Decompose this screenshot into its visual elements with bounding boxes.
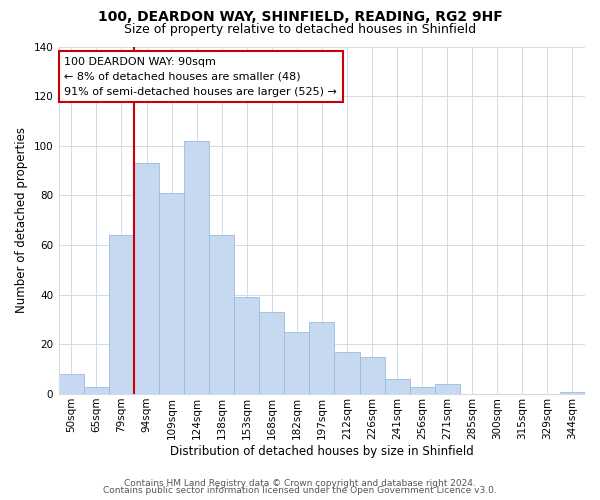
Bar (284, 332, 310, 394)
Bar (159, 193, 184, 394)
Y-axis label: Number of detached properties: Number of detached properties (15, 128, 28, 314)
Bar (310, 322, 334, 394)
Text: Size of property relative to detached houses in Shinfield: Size of property relative to detached ho… (124, 22, 476, 36)
Bar (109, 235, 134, 394)
Bar (59, 374, 84, 394)
Bar (134, 163, 159, 394)
Bar (560, 392, 585, 394)
Text: 100, DEARDON WAY, SHINFIELD, READING, RG2 9HF: 100, DEARDON WAY, SHINFIELD, READING, RG… (98, 10, 502, 24)
Text: Contains HM Land Registry data © Crown copyright and database right 2024.: Contains HM Land Registry data © Crown c… (124, 478, 476, 488)
Bar (434, 384, 460, 394)
Bar (410, 386, 434, 394)
Bar (209, 235, 234, 394)
Bar (359, 357, 385, 394)
Bar (184, 141, 209, 394)
Bar (234, 297, 259, 394)
Text: Contains public sector information licensed under the Open Government Licence v3: Contains public sector information licen… (103, 486, 497, 495)
Text: 100 DEARDON WAY: 90sqm
← 8% of detached houses are smaller (48)
91% of semi-deta: 100 DEARDON WAY: 90sqm ← 8% of detached … (64, 57, 337, 96)
Bar (385, 379, 410, 394)
Bar (334, 352, 359, 394)
Bar (84, 386, 109, 394)
X-axis label: Distribution of detached houses by size in Shinfield: Distribution of detached houses by size … (170, 444, 474, 458)
Bar (259, 312, 284, 394)
